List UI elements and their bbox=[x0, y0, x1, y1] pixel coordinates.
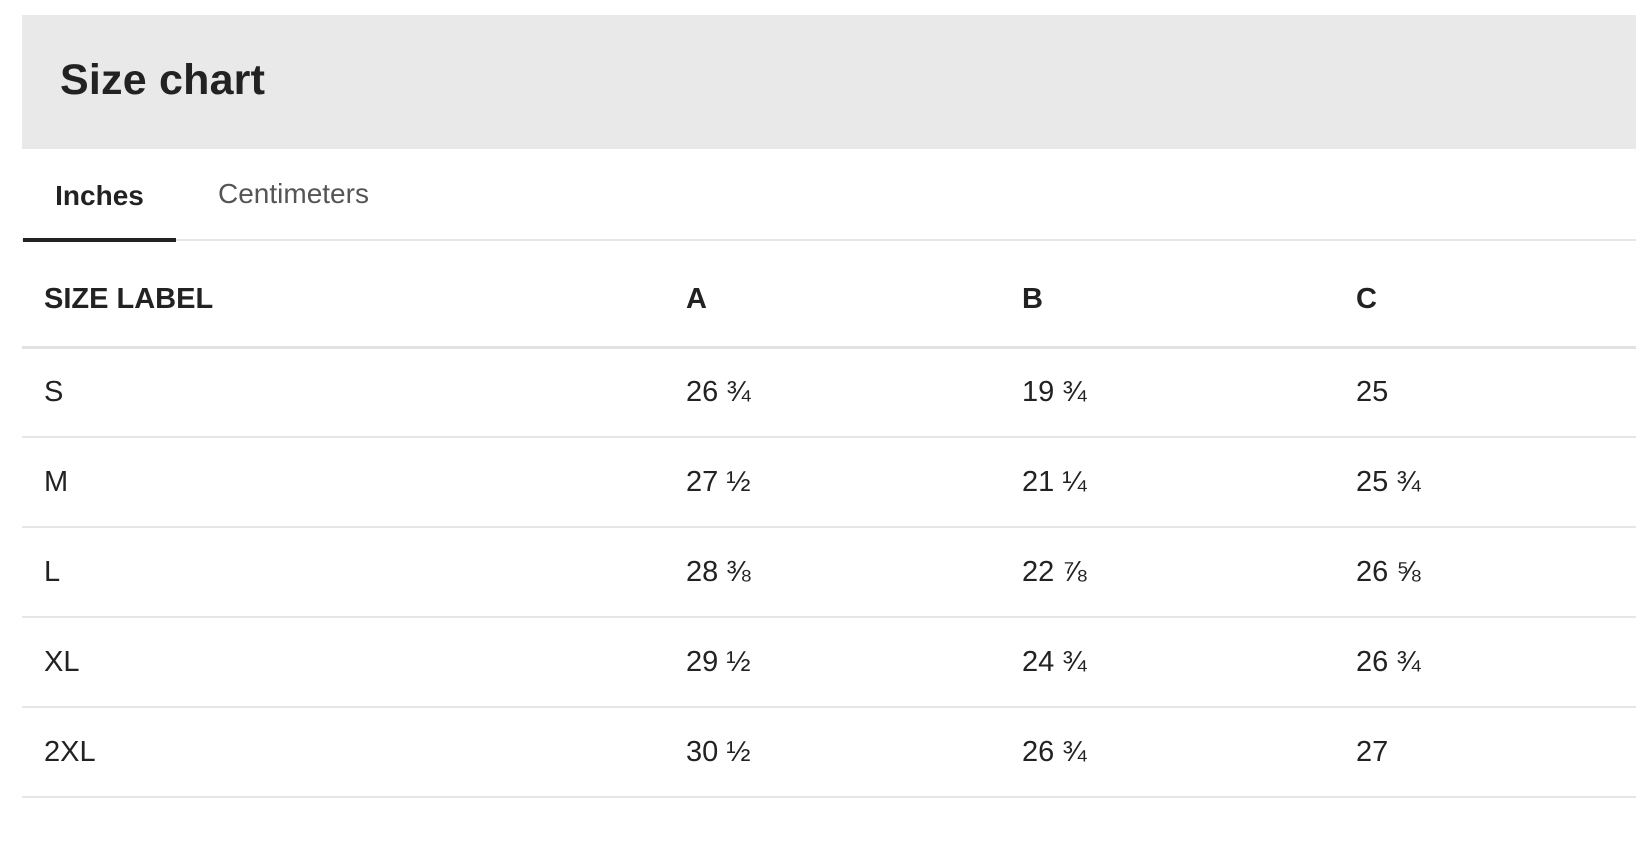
measurement-a-cell: 26 ¾ bbox=[686, 347, 1022, 438]
size-label-cell: XL bbox=[22, 617, 686, 708]
table-header-row: SIZE LABEL A B C bbox=[22, 241, 1636, 349]
tab-inches[interactable]: Inches bbox=[23, 149, 176, 242]
column-header-a: A bbox=[686, 241, 1022, 349]
unit-tabs: Inches Centimeters bbox=[22, 149, 1636, 242]
tab-centimeters-label: Centimeters bbox=[218, 178, 369, 209]
measurement-b-cell: 24 ¾ bbox=[1022, 617, 1356, 708]
table-row: S 26 ¾ 19 ¾ 25 bbox=[22, 347, 1636, 438]
table-row: M 27 ½ 21 ¼ 25 ¾ bbox=[22, 437, 1636, 528]
measurement-c-cell: 27 bbox=[1356, 707, 1636, 798]
measurement-a-cell: 29 ½ bbox=[686, 617, 1022, 708]
table-row: XL 29 ½ 24 ¾ 26 ¾ bbox=[22, 617, 1636, 708]
size-label-cell: S bbox=[22, 347, 686, 438]
measurement-a-cell: 30 ½ bbox=[686, 707, 1022, 798]
measurement-b-cell: 19 ¾ bbox=[1022, 347, 1356, 438]
table-row: 2XL 30 ½ 26 ¾ 27 bbox=[22, 707, 1636, 798]
measurement-b-cell: 21 ¼ bbox=[1022, 437, 1356, 528]
column-header-size-label: SIZE LABEL bbox=[22, 241, 686, 349]
column-header-b: B bbox=[1022, 241, 1356, 349]
size-label-cell: 2XL bbox=[22, 707, 686, 798]
tab-centimeters[interactable]: Centimeters bbox=[218, 149, 369, 241]
size-chart-header: Size chart bbox=[22, 15, 1636, 149]
tab-inches-label: Inches bbox=[55, 179, 144, 211]
measurement-b-cell: 22 ⅞ bbox=[1022, 527, 1356, 618]
measurement-c-cell: 25 ¾ bbox=[1356, 437, 1636, 528]
size-label-cell: M bbox=[22, 437, 686, 528]
column-header-c: C bbox=[1356, 241, 1636, 349]
table-row: L 28 ⅜ 22 ⅞ 26 ⅝ bbox=[22, 527, 1636, 618]
measurement-c-cell: 25 bbox=[1356, 347, 1636, 438]
size-label-cell: L bbox=[22, 527, 686, 618]
measurement-b-cell: 26 ¾ bbox=[1022, 707, 1356, 798]
size-table: SIZE LABEL A B C S 26 ¾ 19 ¾ 25 M 27 ½ 2… bbox=[22, 241, 1636, 798]
size-chart-panel: Size chart Inches Centimeters SIZE LABEL… bbox=[22, 15, 1636, 868]
measurement-a-cell: 28 ⅜ bbox=[686, 527, 1022, 618]
measurement-a-cell: 27 ½ bbox=[686, 437, 1022, 528]
measurement-c-cell: 26 ⅝ bbox=[1356, 527, 1636, 618]
page-title: Size chart bbox=[60, 55, 266, 104]
measurement-c-cell: 26 ¾ bbox=[1356, 617, 1636, 708]
